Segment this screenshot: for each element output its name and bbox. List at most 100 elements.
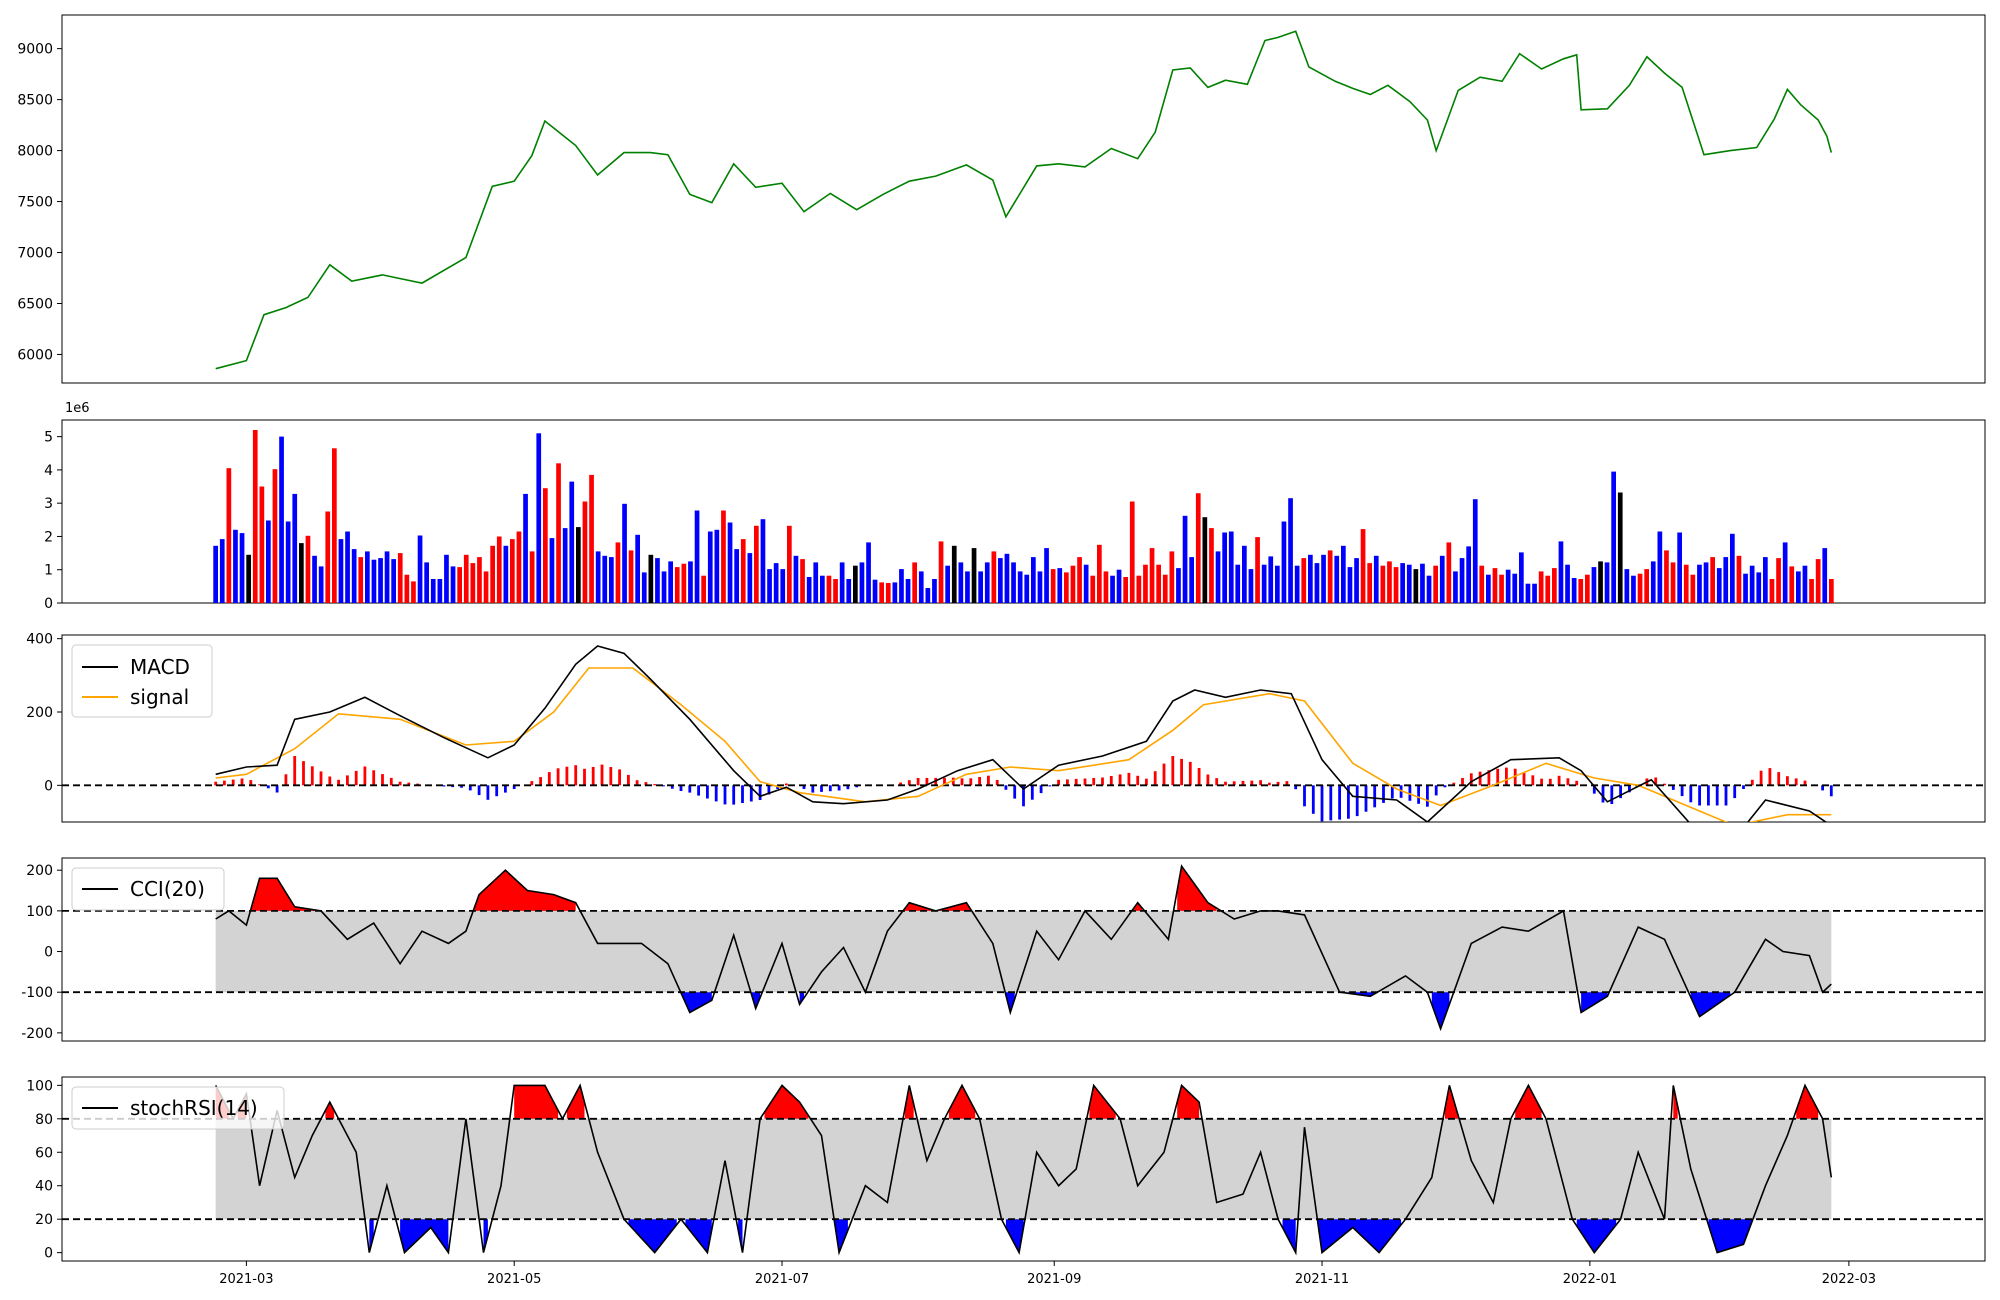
macd-histogram-bar — [618, 769, 621, 786]
volume-bar — [259, 486, 265, 603]
volume-bar — [661, 571, 667, 603]
stochrsi-oversold-fill — [400, 1219, 449, 1253]
volume-bar — [701, 575, 706, 603]
macd-histogram-bar — [697, 785, 700, 796]
volume-bar — [1156, 564, 1161, 603]
volume-bar — [1479, 565, 1485, 603]
volume-bar — [1400, 563, 1405, 603]
macd-histogram-bar — [670, 785, 674, 789]
volume-bar — [991, 551, 997, 603]
volume-bar — [1776, 558, 1781, 603]
volume-bar — [1697, 564, 1702, 603]
volume-bar — [806, 577, 812, 603]
volume-bar — [266, 520, 271, 603]
volume-ytick-label: 0 — [44, 596, 53, 612]
volume-bar — [338, 539, 344, 603]
macd-histogram-bar — [1689, 785, 1693, 803]
volume-bar — [1182, 515, 1188, 603]
macd-histogram-bar — [837, 785, 841, 791]
volume-bar — [1538, 571, 1544, 603]
volume-bar — [1492, 568, 1498, 603]
volume-bar — [1169, 551, 1175, 603]
macd-histogram-bar — [1188, 761, 1192, 786]
macd-histogram-bar — [1311, 785, 1315, 814]
volume-bar — [1426, 575, 1432, 603]
volume-bar — [1235, 564, 1241, 603]
volume-bar — [641, 572, 647, 603]
volume-bar — [912, 562, 917, 603]
price-line — [215, 30, 1833, 370]
volume-bar — [239, 533, 245, 603]
volume-bar — [1617, 492, 1623, 603]
macd-histogram-bar — [1496, 768, 1500, 786]
macd-histogram-bar — [583, 768, 586, 786]
volume-bar — [694, 510, 700, 603]
volume-bar — [674, 567, 680, 603]
volume-bar — [1321, 554, 1326, 603]
macd-histogram-bar — [293, 756, 297, 786]
volume-bar — [490, 545, 495, 603]
macd-histogram-bar — [1434, 785, 1438, 796]
macd-histogram-bar — [1522, 772, 1526, 786]
volume-bar — [345, 531, 350, 603]
volume-bar — [1822, 548, 1828, 603]
macd-histogram-bar — [1715, 785, 1719, 806]
volume-bar — [879, 582, 884, 603]
volume-bar — [1420, 563, 1425, 603]
cci-ytick-label: -100 — [21, 985, 53, 1001]
macd-histogram-bar — [539, 777, 542, 786]
macd-histogram-bar — [1408, 785, 1412, 801]
macd-histogram-bar — [1513, 768, 1517, 786]
volume-bar — [1406, 564, 1412, 603]
macd-histogram-bar — [1074, 778, 1078, 786]
macd-histogram-bar — [1461, 778, 1464, 786]
volume-bar — [1024, 574, 1030, 603]
volume-bar — [1631, 575, 1636, 603]
volume-bar — [1565, 564, 1570, 603]
macd-histogram-bar — [1232, 781, 1236, 786]
volume-bar — [1532, 583, 1537, 603]
macd-histogram-bar — [1127, 772, 1131, 786]
macd-histogram-bar — [1048, 785, 1052, 787]
macd-histogram-bar — [644, 782, 648, 786]
volume-bar — [496, 536, 502, 603]
x-tick-label: 2021-03 — [219, 1272, 273, 1287]
volume-bar — [1268, 556, 1274, 603]
stochrsi-legend-label: stochRSI(14) — [130, 1096, 258, 1120]
volume-bar — [378, 558, 383, 603]
macd-histogram-bar — [925, 777, 929, 786]
volume-bar — [279, 436, 284, 603]
volume-bar — [820, 575, 825, 603]
volume-bar — [589, 474, 594, 603]
volume-bar — [1195, 493, 1201, 603]
macd-histogram-bar — [1276, 781, 1280, 786]
volume-bar — [1505, 569, 1511, 603]
macd-legend-box — [71, 644, 213, 718]
volume-bar — [1664, 550, 1669, 603]
macd-histogram-bar — [486, 785, 490, 800]
macd-histogram-bar — [407, 782, 411, 786]
macd-histogram-bar — [354, 770, 358, 786]
volume-bar — [1129, 501, 1135, 603]
volume-bar — [1472, 499, 1478, 603]
macd-histogram-bar — [1118, 774, 1122, 786]
volume-bar — [384, 551, 390, 603]
macd-histogram-bar — [1347, 785, 1350, 819]
volume-bar — [305, 535, 311, 603]
volume-bar — [1578, 579, 1584, 603]
x-tick-label: 2021-11 — [1295, 1272, 1349, 1287]
volume-bar — [945, 565, 950, 603]
macd-histogram-bar — [828, 785, 832, 792]
volume-bar — [1360, 529, 1366, 603]
volume-bar — [648, 554, 654, 603]
macd-histogram-bar — [1303, 785, 1306, 807]
volume-bar — [859, 562, 865, 603]
cci-legend-box — [71, 867, 225, 911]
macd-histogram-bar — [1285, 781, 1289, 786]
volume-bar — [1611, 471, 1616, 603]
stochrsi-oversold-fill — [628, 1219, 677, 1253]
volume-bar — [932, 579, 937, 603]
volume-bar — [213, 545, 218, 603]
cci-oversold-fill — [681, 992, 712, 1013]
macd-histogram-bar — [978, 777, 981, 786]
